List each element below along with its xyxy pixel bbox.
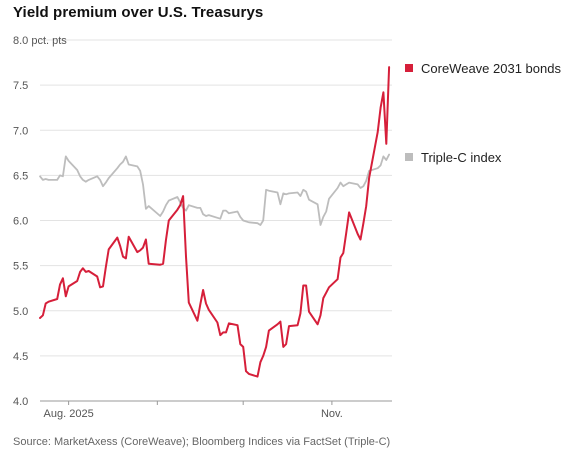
y-tick-label: 7.5 — [13, 80, 28, 92]
y-tick-label: 7.0 — [13, 125, 28, 137]
gridlines — [40, 39, 392, 357]
series-lines — [39, 66, 391, 378]
chart-title: Yield premium over U.S. Treasurys — [13, 4, 264, 21]
legend: CoreWeave 2031 bonds Triple-C index — [405, 61, 561, 165]
y-tick-label: 8.0 pct. pts — [13, 35, 67, 47]
legend-triple-c-swatch — [405, 153, 413, 161]
y-tick-label: 5.5 — [13, 261, 28, 273]
y-tick-label: 6.5 — [13, 170, 28, 182]
y-tick-label: 6.0 — [13, 216, 28, 228]
legend-triple-c-label: Triple-C index — [421, 150, 502, 165]
source-note: Source: MarketAxess (CoreWeave); Bloombe… — [13, 436, 391, 448]
series-line-coreweave — [39, 66, 391, 378]
y-tick-label: 5.0 — [13, 306, 28, 318]
y-tick-label: 4.5 — [13, 351, 28, 363]
x-tick-label: Nov. — [321, 408, 343, 420]
y-tick-label: 4.0 — [13, 396, 28, 408]
series-line-triple-c — [39, 153, 391, 226]
x-tick-label: Aug. 2025 — [44, 408, 94, 420]
legend-coreweave-label: CoreWeave 2031 bonds — [421, 61, 561, 76]
x-axis: Aug. 2025 Nov. — [40, 400, 392, 420]
legend-coreweave-swatch — [405, 64, 413, 72]
y-axis-tick-labels: 4.0 4.5 5.0 5.5 6.0 6.5 7.0 7.5 8.0 pct. pts — [13, 35, 67, 408]
